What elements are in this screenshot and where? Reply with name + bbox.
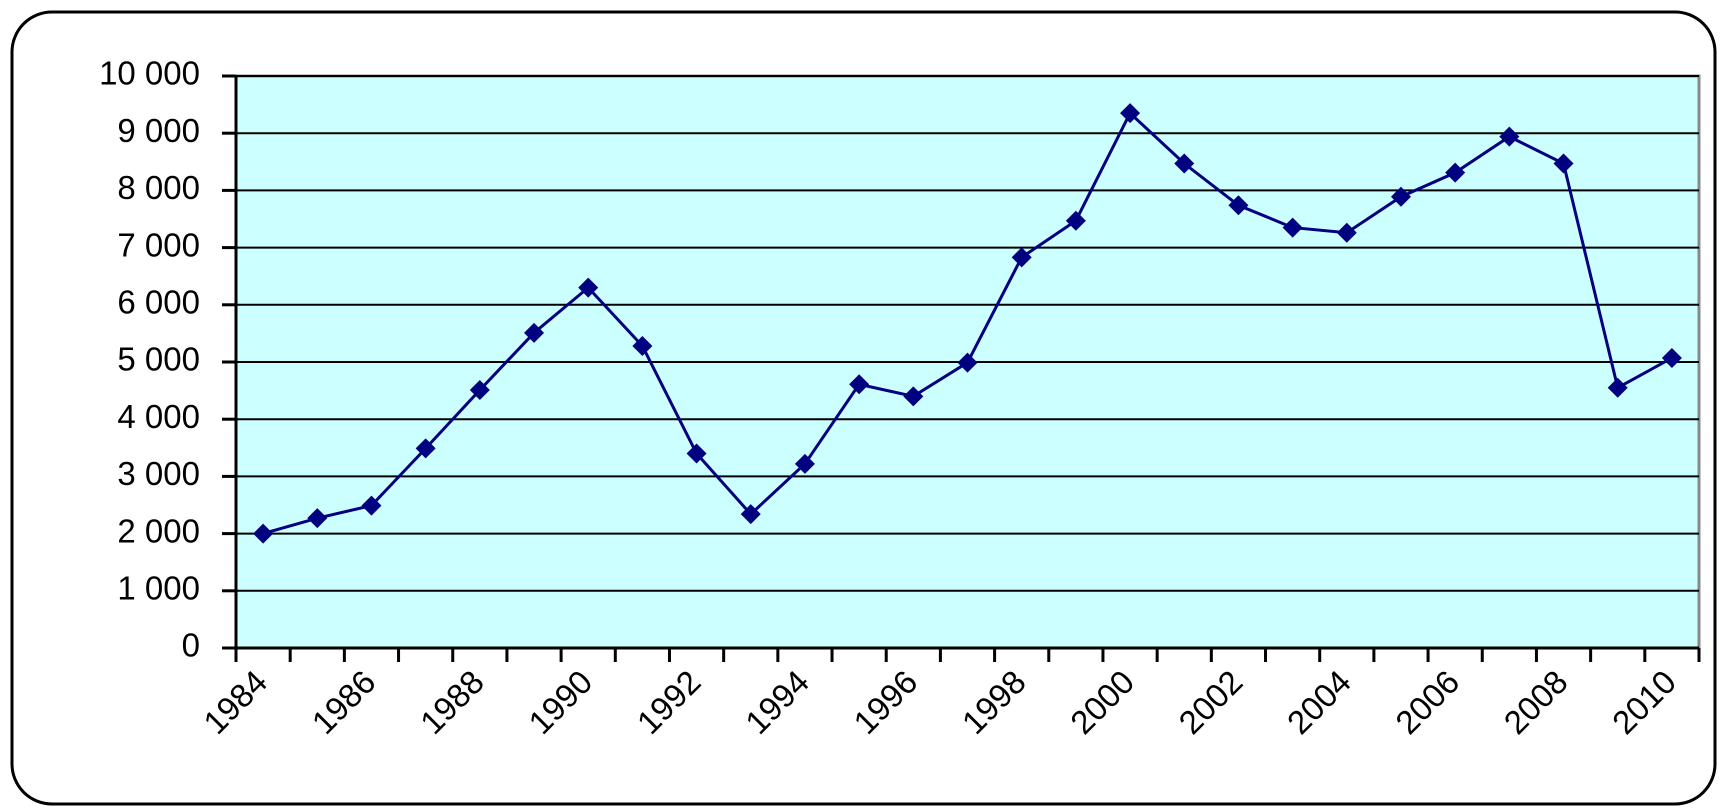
data-point xyxy=(686,443,707,464)
data-point xyxy=(1390,186,1411,207)
y-tick-label: 2 000 xyxy=(117,512,200,549)
y-tick-label: 3 000 xyxy=(117,455,200,492)
data-point xyxy=(524,322,545,343)
data-point xyxy=(307,508,328,529)
data-point xyxy=(903,386,924,407)
data-point xyxy=(1499,126,1520,147)
data-point xyxy=(957,352,978,373)
y-tick-label: 8 000 xyxy=(117,169,200,206)
data-point xyxy=(1607,377,1628,398)
data-point xyxy=(361,495,382,516)
data-point xyxy=(1174,153,1195,174)
data-point xyxy=(1228,195,1249,216)
y-tick-label: 10 000 xyxy=(99,55,200,92)
data-point xyxy=(1282,217,1303,238)
data-point xyxy=(1336,222,1357,243)
data-point xyxy=(1065,210,1086,231)
y-tick-label: 5 000 xyxy=(117,341,200,378)
data-point xyxy=(794,453,815,474)
data-point xyxy=(1445,162,1466,183)
data-point xyxy=(253,523,274,544)
data-point xyxy=(632,335,653,356)
data-point xyxy=(1661,347,1682,368)
data-point xyxy=(740,504,761,525)
data-point xyxy=(1011,247,1032,268)
data-point xyxy=(849,374,870,395)
y-tick-label: 6 000 xyxy=(117,284,200,321)
data-point xyxy=(1553,153,1574,174)
y-tick-label: 4 000 xyxy=(117,398,200,435)
y-tick-label: 9 000 xyxy=(117,112,200,149)
y-tick-label: 0 xyxy=(182,627,200,664)
y-tick-label: 7 000 xyxy=(117,226,200,263)
data-point xyxy=(578,277,599,298)
y-tick-label: 1 000 xyxy=(117,570,200,607)
data-point xyxy=(469,380,490,401)
data-point xyxy=(415,438,436,459)
data-point xyxy=(1120,103,1141,124)
